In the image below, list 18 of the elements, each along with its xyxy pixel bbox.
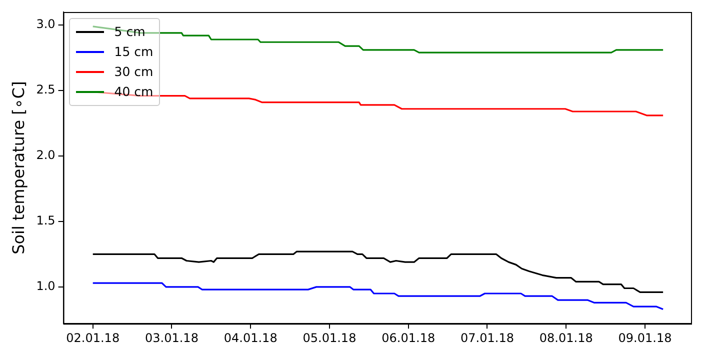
y-tick-label: 1.0 [36, 279, 56, 294]
legend-label: 5 cm [114, 23, 146, 41]
x-tick-label: 06.01.18 [382, 330, 436, 345]
y-tick-label: 3.0 [36, 17, 56, 32]
x-tick-label: 08.01.18 [539, 330, 593, 345]
x-tick-label: 03.01.18 [145, 330, 198, 345]
legend-label: 30 cm [114, 63, 154, 81]
x-tick-label: 07.01.18 [460, 330, 514, 345]
y-tick-label: 2.5 [36, 82, 56, 97]
x-tick-label: 05.01.18 [302, 330, 356, 345]
x-tick-label: 09.01.18 [618, 330, 672, 345]
y-tick-label: 2.0 [36, 148, 56, 162]
y-tick-label: 1.5 [36, 214, 56, 228]
y-axis-title: Soil temperature [∘C] [8, 81, 28, 254]
legend-label: 40 cm [114, 83, 154, 101]
legend-label: 15 cm [114, 43, 154, 61]
x-tick-label: 02.01.18 [66, 330, 120, 345]
x-tick-label: 04.01.18 [224, 330, 278, 345]
